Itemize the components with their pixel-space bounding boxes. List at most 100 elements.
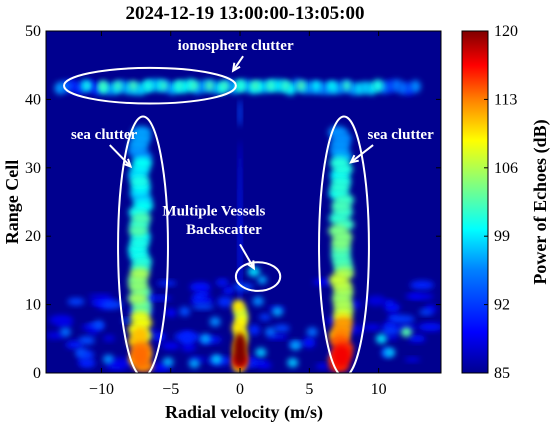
- heat-blob: [232, 299, 245, 313]
- heat-blob: [165, 308, 177, 317]
- heat-blob: [192, 292, 206, 303]
- heat-blob: [328, 80, 335, 91]
- heat-blob: [105, 365, 126, 370]
- x-tick-label: −10: [89, 381, 114, 398]
- annotation-text: Backscatter: [186, 222, 262, 238]
- annotation-arrowhead: [246, 260, 256, 271]
- heat-blob: [130, 267, 150, 280]
- heat-blob: [267, 80, 274, 91]
- heat-blob: [409, 80, 421, 93]
- heat-blob: [175, 80, 183, 91]
- y-tick-label: 10: [25, 297, 41, 314]
- heat-blob: [343, 80, 351, 91]
- heat-blob: [129, 236, 150, 250]
- heat-blob: [131, 212, 151, 225]
- heat-blob: [313, 278, 333, 286]
- colorbar-tick-label: 120: [494, 23, 518, 40]
- y-tick-label: 0: [33, 365, 41, 382]
- heat-blob: [211, 354, 222, 365]
- heat-blob: [215, 279, 229, 286]
- heat-blob: [273, 324, 290, 333]
- annotation-text: sea clutter: [368, 127, 435, 143]
- heat-blob: [331, 236, 351, 250]
- annotation-arrow: [239, 243, 255, 269]
- heat-blob: [272, 306, 283, 317]
- heat-blob: [93, 320, 105, 330]
- heatmap-intensity-layer: [46, 78, 441, 373]
- annotation-layer: ionosphere clutter sea clutter sea clutter…: [63, 38, 435, 373]
- heat-blob: [161, 341, 180, 350]
- heat-blob: [331, 345, 351, 367]
- heat-blob: [232, 321, 245, 335]
- heat-blob: [312, 80, 320, 91]
- heat-blob: [222, 286, 235, 295]
- y-tick-label: 20: [25, 228, 41, 245]
- heat-blob: [190, 80, 198, 91]
- heat-blob: [217, 296, 233, 307]
- colorbar-tick-label: 99: [494, 228, 510, 245]
- heat-blob: [49, 314, 73, 325]
- annotation-arrowhead: [122, 158, 133, 169]
- heat-blob: [252, 296, 264, 307]
- annotation-text: ionosphere clutter: [178, 38, 294, 54]
- heat-blob: [59, 327, 71, 337]
- heat-blob: [364, 324, 381, 331]
- x-tick-label: 5: [305, 381, 313, 398]
- heat-blob: [114, 80, 122, 91]
- heat-blob: [372, 79, 384, 92]
- heat-blob: [410, 280, 434, 290]
- heat-blob: [388, 314, 415, 324]
- heat-blob: [191, 303, 214, 310]
- heat-blob: [331, 199, 351, 213]
- colorbar-tick-label: 113: [494, 91, 517, 108]
- heat-blob: [79, 358, 96, 368]
- heat-blob: [330, 138, 350, 151]
- heat-blob: [86, 328, 100, 335]
- colorbar-tick-label: 85: [494, 365, 510, 382]
- heat-blob: [145, 80, 153, 91]
- x-tick-label: 0: [236, 381, 244, 398]
- heat-blob: [75, 347, 87, 358]
- heat-blob: [329, 156, 350, 170]
- heat-blob: [330, 181, 350, 194]
- heat-blob: [132, 156, 152, 170]
- annotation-arrowhead: [349, 154, 359, 164]
- heat-blob: [259, 313, 271, 321]
- heat-blob: [282, 80, 290, 91]
- heat-blob: [238, 99, 242, 127]
- heat-blob: [236, 80, 244, 91]
- annotation-arrow: [232, 55, 244, 72]
- colorbar-tick-label: 92: [494, 297, 510, 314]
- heat-blob: [290, 340, 301, 351]
- heat-blob: [248, 324, 261, 336]
- colorbar-axis: 85 92 99 106 113 120: [484, 23, 518, 382]
- heat-blob: [129, 80, 137, 91]
- heat-blob: [384, 334, 399, 340]
- x-tick-label: 10: [371, 381, 387, 398]
- heat-blob: [179, 306, 191, 317]
- annotation-ellipse-sea-left: [117, 115, 169, 373]
- annotation-text: sea clutter: [71, 127, 138, 143]
- annotation-ellipse-sea-right: [318, 115, 370, 373]
- heat-blob: [419, 309, 433, 316]
- heat-blob: [408, 334, 426, 343]
- y-tick-label: 40: [25, 91, 41, 108]
- heat-blob: [255, 347, 267, 358]
- annotation-text: Multiple Vessels: [162, 204, 265, 220]
- colorbar: [461, 30, 489, 374]
- heat-blob: [400, 327, 412, 337]
- heat-blob: [131, 132, 151, 145]
- heat-blob: [251, 80, 259, 91]
- y-axis-label: Range Cell: [2, 160, 22, 245]
- y-tick-label: 30: [25, 160, 41, 177]
- heat-blob: [199, 334, 211, 344]
- heat-blob: [315, 363, 330, 369]
- heat-blob: [306, 327, 318, 337]
- x-axis: −10 −5 0 5 10: [89, 31, 387, 398]
- heat-blob: [221, 80, 229, 91]
- heat-blob: [302, 337, 316, 348]
- heat-blob: [206, 80, 213, 91]
- y-tick-label: 50: [25, 23, 41, 40]
- heat-blob: [101, 300, 123, 310]
